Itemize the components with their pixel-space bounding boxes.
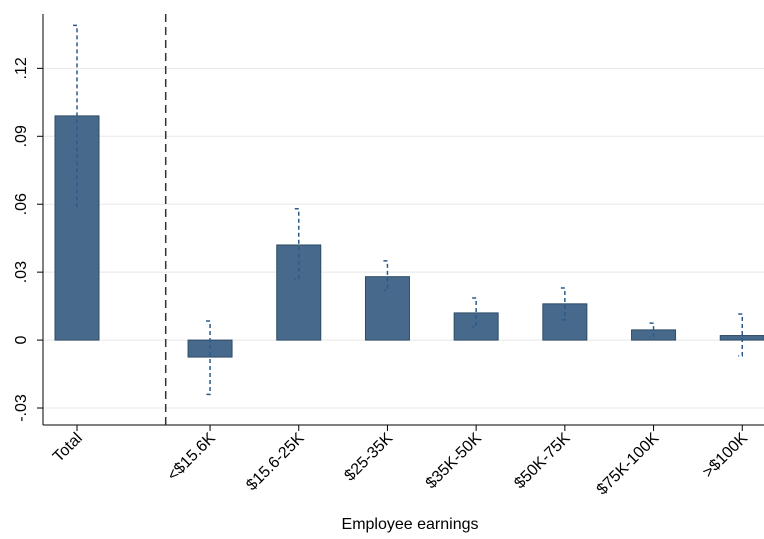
- bar: [276, 244, 322, 341]
- bar: [54, 115, 100, 341]
- y-tick-label: -.03: [13, 394, 30, 422]
- y-tick-label: .03: [13, 261, 30, 283]
- error-bar: [206, 320, 211, 396]
- y-tick-label: .09: [13, 125, 30, 147]
- x-axis-title: Employee earnings: [342, 516, 479, 533]
- x-tick-label: <$15.6K: [164, 430, 219, 485]
- x-tick-label: Total: [50, 430, 86, 466]
- x-tick-label: $35K-50K: [423, 430, 486, 493]
- bar: [453, 312, 499, 341]
- error-bar: [73, 24, 78, 208]
- x-tick-label: >$100K: [700, 430, 752, 482]
- x-tick-label: $15.6-25K: [243, 430, 307, 494]
- x-tick-label: $50K-75K: [511, 430, 574, 493]
- error-bar: [649, 322, 655, 338]
- error-bar: [383, 260, 389, 292]
- error-bar: [560, 287, 566, 321]
- error-bar: [294, 207, 300, 280]
- y-tick-label: .12: [13, 57, 30, 79]
- x-tick-label: $25-35K: [341, 430, 396, 485]
- y-tick-label: .06: [13, 193, 30, 215]
- error-bar: [472, 297, 477, 328]
- error-bar: [738, 313, 743, 357]
- y-tick-label: 0: [13, 336, 30, 345]
- x-tick-label: $75K-100K: [594, 430, 663, 499]
- bar: [542, 303, 588, 341]
